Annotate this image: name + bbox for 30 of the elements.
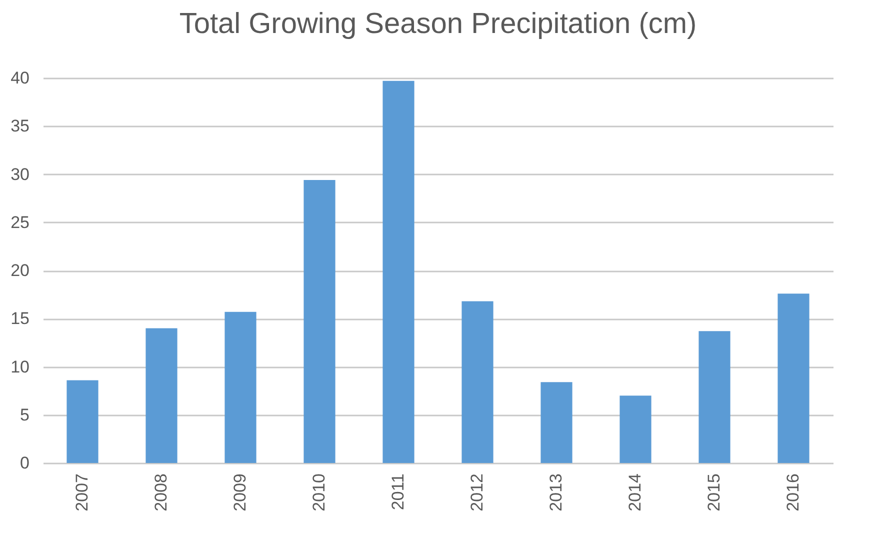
y-tick-label: 30 [10,164,30,184]
bar [304,180,336,463]
x-tick-label: 2015 [704,474,724,512]
y-tick-label: 35 [10,116,30,136]
y-tick-label: 5 [20,405,30,424]
bar [462,301,494,463]
x-tick-label: 2008 [152,474,170,512]
y-tick-label: 15 [10,309,30,328]
bar [66,380,98,463]
bar [620,396,652,463]
y-tick-label: 25 [10,212,30,232]
bar [540,382,572,463]
x-tick-label: 2012 [468,474,486,512]
x-tick-label: 2007 [72,474,92,512]
x-tick-label: 2010 [310,474,328,512]
x-tick-label: 2011 [388,474,408,510]
x-tick-label: 2016 [784,474,802,512]
bar [382,80,414,463]
y-tick-label: 0 [20,454,30,472]
x-tick-label: 2013 [546,474,566,512]
chart-title: Total Growing Season Precipitation (cm) [179,8,697,40]
x-tick-label: 2014 [626,474,644,512]
bar [698,331,730,463]
bar [778,294,810,463]
bar [224,312,256,463]
y-tick-label: 10 [10,357,30,376]
y-tick-label: 40 [10,68,30,88]
x-tick-label: 2009 [230,474,250,512]
y-tick-label: 20 [10,261,30,280]
bar [146,328,178,463]
